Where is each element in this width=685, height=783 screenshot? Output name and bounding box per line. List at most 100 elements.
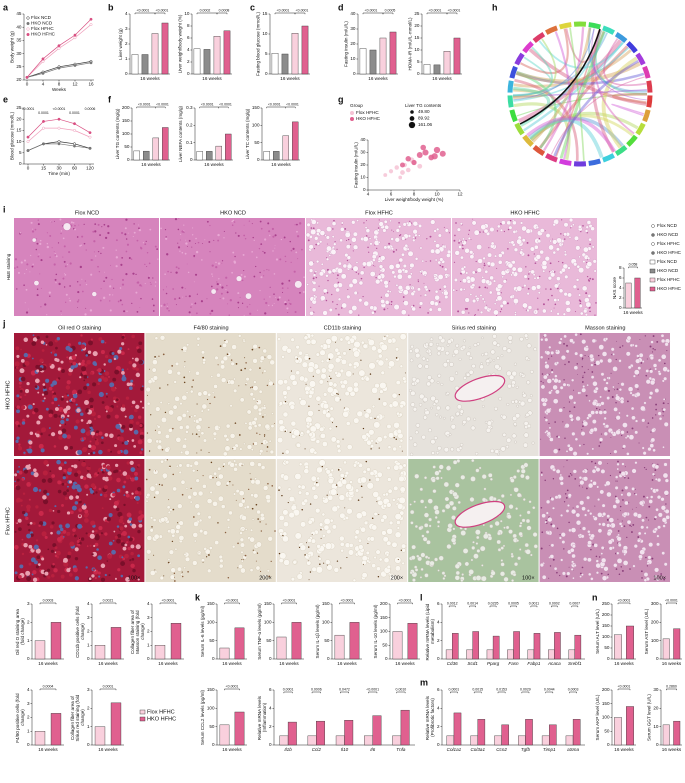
texture [587, 368, 589, 370]
texture [434, 289, 439, 294]
y-tick-label: 0 [417, 71, 420, 76]
texture [586, 487, 588, 490]
texture [82, 476, 87, 481]
texture [235, 232, 237, 234]
texture [244, 554, 247, 557]
significance-bracket [216, 12, 228, 15]
texture [94, 529, 98, 533]
texture [262, 485, 269, 491]
texture [558, 448, 561, 451]
legend-label: Flox NCD [657, 259, 678, 264]
texture [278, 489, 280, 491]
texture [265, 301, 268, 305]
texture [64, 496, 69, 501]
texture [415, 352, 421, 359]
p-value: 0.2860 [666, 685, 677, 689]
texture [60, 360, 64, 364]
texture [366, 220, 367, 222]
texture [267, 222, 270, 225]
texture [640, 525, 645, 530]
texture [446, 343, 450, 347]
texture [40, 287, 42, 289]
texture [244, 238, 247, 240]
texture [257, 462, 262, 467]
texture [278, 552, 281, 555]
texture [325, 235, 330, 240]
texture [100, 252, 102, 255]
texture [56, 537, 62, 542]
texture [26, 382, 30, 386]
texture [420, 552, 426, 558]
texture [536, 276, 540, 280]
texture [184, 450, 190, 456]
texture [627, 386, 634, 392]
texture [206, 298, 208, 300]
texture [182, 575, 184, 578]
texture [196, 452, 198, 454]
texture [125, 273, 128, 276]
texture [48, 291, 52, 294]
texture [65, 301, 67, 303]
column-title: Masson staining [585, 325, 625, 331]
legend-label: HKO NCD [31, 21, 53, 26]
texture [60, 419, 65, 425]
point [73, 128, 76, 132]
texture [581, 566, 584, 569]
texture [34, 385, 38, 389]
texture [579, 500, 585, 506]
texture [527, 358, 531, 361]
y-tick-label: 50 [324, 638, 330, 643]
texture [435, 413, 439, 417]
texture [470, 239, 472, 240]
texture [589, 353, 594, 359]
texture [431, 451, 435, 455]
texture [380, 299, 385, 304]
texture [226, 284, 228, 287]
texture [613, 407, 618, 412]
bar [662, 638, 670, 660]
texture [650, 340, 654, 344]
texture [109, 285, 112, 288]
texture [389, 574, 396, 581]
texture [557, 287, 559, 290]
texture [620, 430, 625, 435]
texture [354, 529, 360, 535]
texture [612, 366, 618, 372]
texture [249, 303, 251, 305]
texture [303, 498, 308, 504]
texture [565, 349, 570, 354]
texture [181, 345, 188, 352]
texture [180, 450, 184, 454]
texture [304, 390, 310, 395]
texture [582, 385, 586, 388]
bar [470, 735, 478, 746]
texture [109, 433, 114, 439]
texture [131, 557, 135, 561]
texture [353, 350, 361, 358]
y-tick-label: 2 [269, 724, 272, 729]
texture [16, 266, 19, 269]
texture [268, 234, 271, 237]
texture [383, 280, 389, 286]
texture [398, 475, 405, 482]
texture [450, 447, 455, 452]
texture [305, 383, 307, 385]
texture [662, 402, 665, 405]
texture [107, 471, 112, 476]
texture [257, 518, 259, 520]
texture [428, 352, 432, 356]
texture [607, 463, 609, 464]
texture [531, 441, 535, 445]
texture [219, 345, 222, 347]
texture [503, 526, 506, 529]
texture [490, 241, 495, 246]
texture [208, 452, 210, 453]
texture [316, 260, 320, 264]
texture [123, 310, 126, 313]
texture [235, 499, 237, 501]
texture [258, 247, 261, 250]
texture [410, 509, 415, 515]
panel-letter: i [3, 204, 6, 214]
chord-ribbon [515, 72, 645, 86]
texture [141, 385, 144, 388]
